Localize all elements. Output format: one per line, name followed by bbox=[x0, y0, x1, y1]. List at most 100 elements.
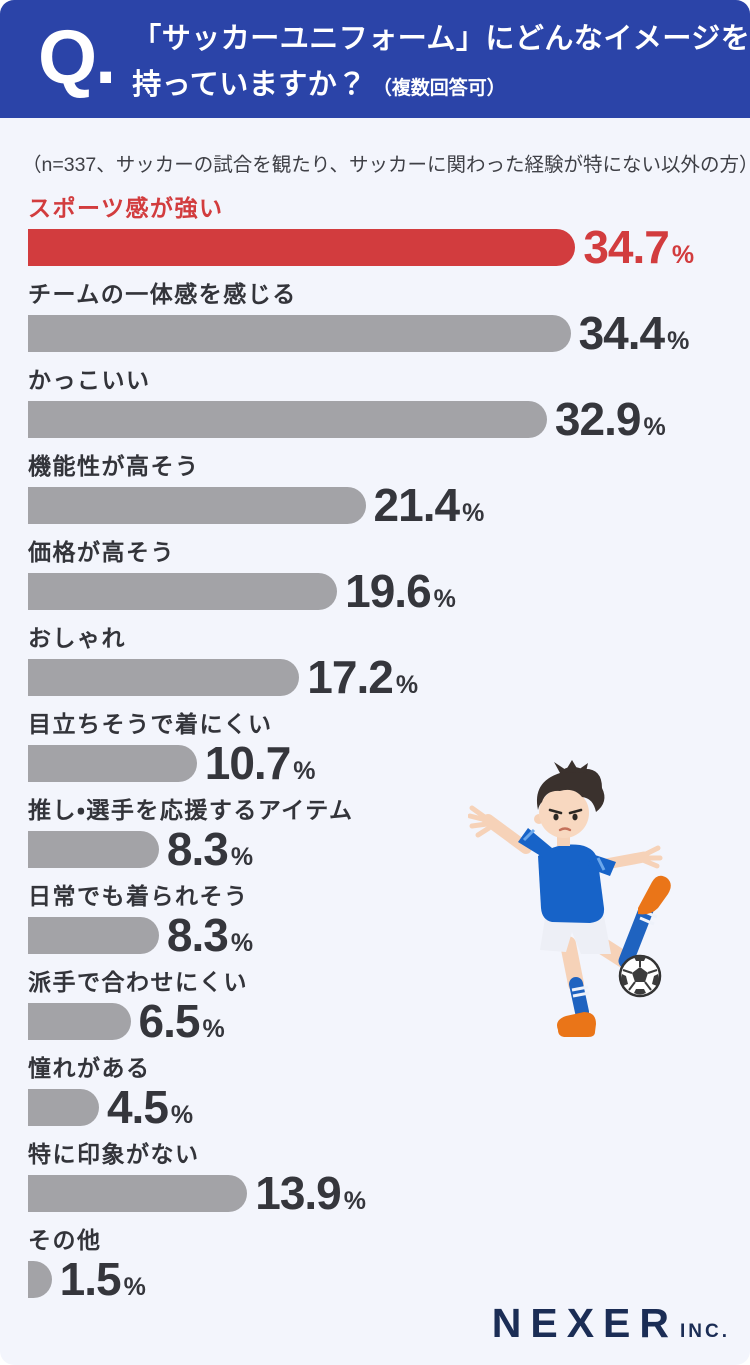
bar-label: 機能性が高そう bbox=[28, 453, 200, 479]
percent-sign: % bbox=[395, 671, 419, 699]
chart-row: 派手で合わせにくい 6.5 % bbox=[28, 967, 722, 1044]
chart-row: 日常でも着られそう 8.3 % bbox=[28, 881, 722, 958]
bar-line: 6.5 % bbox=[28, 998, 722, 1044]
bar-line: 10.7 % bbox=[28, 740, 722, 786]
bar-line: 34.7 % bbox=[28, 224, 722, 270]
chart-row: 憧れがある 4.5 % bbox=[28, 1053, 722, 1130]
question-header: Q. 「サッカーユニフォーム」にどんなイメージを 持っていますか？ （複数回答可… bbox=[0, 0, 750, 118]
bar bbox=[28, 658, 300, 696]
chart-row: 目立ちそうで着にくい 10.7 % bbox=[28, 709, 722, 786]
soccer-ball-icon bbox=[618, 954, 662, 998]
q-mark: Q. bbox=[38, 15, 116, 100]
chart-row: チームの一体感を感じる 34.4 % bbox=[28, 279, 722, 356]
bar-value: 8.3 bbox=[166, 823, 229, 875]
bar-value: 32.9 bbox=[554, 393, 642, 445]
bar-value-group: 8.3 % bbox=[167, 826, 253, 872]
percent-sign: % bbox=[293, 757, 316, 785]
chart-row: 特に印象がない 13.9 % bbox=[28, 1139, 722, 1216]
percent-sign: % bbox=[230, 929, 254, 957]
bar-label: 推し・選手を応援するアイテム bbox=[28, 797, 354, 823]
multiple-answer-note: （複数回答可） bbox=[372, 78, 506, 99]
bar-line: 8.3 % bbox=[28, 826, 722, 872]
chart-row: おしゃれ 17.2 % bbox=[28, 623, 722, 700]
bar-value-group: 32.9 % bbox=[555, 396, 666, 442]
bar bbox=[28, 830, 159, 868]
bar-value: 1.5 bbox=[59, 1253, 122, 1305]
chart-row: 価格が高そう 19.6 % bbox=[28, 537, 722, 614]
bar-value-group: 10.7 % bbox=[205, 740, 316, 786]
bar-value: 34.4 bbox=[578, 307, 666, 359]
percent-sign: % bbox=[671, 241, 695, 269]
bar-value-group: 6.5 % bbox=[139, 998, 225, 1044]
percent-sign: % bbox=[462, 499, 485, 527]
question-line2-main: 持っていますか？ bbox=[132, 69, 367, 101]
bar-label: 価格が高そう bbox=[28, 539, 175, 565]
chart-row: かっこいい 32.9 % bbox=[28, 365, 722, 442]
bar-label: 憧れがある bbox=[28, 1055, 151, 1081]
bar-label: 日常でも着られそう bbox=[28, 883, 249, 909]
bar-value: 34.7 bbox=[583, 221, 670, 273]
chart-row: 推し・選手を応援するアイテム 8.3 % bbox=[28, 795, 722, 872]
bar-value-group: 8.3 % bbox=[167, 912, 253, 958]
brand-suffix: INC. bbox=[680, 1321, 730, 1342]
bar-value-group: 17.2 % bbox=[307, 654, 418, 700]
percent-sign: % bbox=[123, 1273, 146, 1301]
percent-sign: % bbox=[230, 843, 254, 871]
percent-sign: % bbox=[643, 413, 666, 441]
bar-label: 派手で合わせにくい bbox=[28, 969, 249, 995]
bar-label: おしゃれ bbox=[28, 625, 126, 651]
bar bbox=[28, 1174, 248, 1212]
bar bbox=[28, 486, 366, 524]
percent-sign: % bbox=[202, 1015, 225, 1043]
chart-rows: スポーツ感が強い 34.7 % チームの一体感を感じる 34.4 % かっこいい bbox=[0, 177, 750, 1302]
percent-sign: % bbox=[667, 327, 690, 355]
bar bbox=[28, 228, 576, 266]
bar-value: 6.5 bbox=[138, 995, 201, 1047]
bar-value-group: 34.7 % bbox=[583, 224, 694, 270]
chart-row: 機能性が高そう 21.4 % bbox=[28, 451, 722, 528]
bar-value-group: 34.4 % bbox=[579, 310, 690, 356]
percent-sign: % bbox=[170, 1101, 194, 1129]
bar-line: 13.9 % bbox=[28, 1170, 722, 1216]
bar bbox=[28, 1260, 52, 1298]
bar-label: チームの一体感を感じる bbox=[28, 281, 297, 307]
brand-name: NEXER bbox=[491, 1300, 678, 1346]
chart-row: その他 1.5 % bbox=[28, 1225, 722, 1302]
bar-value: 10.7 bbox=[204, 737, 292, 789]
bar-value: 13.9 bbox=[255, 1167, 342, 1219]
bar-value: 8.3 bbox=[166, 909, 229, 961]
bar-label: 特に印象がない bbox=[28, 1141, 200, 1167]
bar-line: 32.9 % bbox=[28, 396, 722, 442]
bar-line: 8.3 % bbox=[28, 912, 722, 958]
bar bbox=[28, 1088, 99, 1126]
bar bbox=[28, 1002, 131, 1040]
soccer-player-illustration bbox=[468, 760, 671, 1037]
bar-line: 19.6 % bbox=[28, 568, 722, 614]
question-line1: 「サッカーユニフォーム」にどんなイメージを bbox=[132, 23, 750, 55]
question-text: 「サッカーユニフォーム」にどんなイメージを 持っていますか？ （複数回答可） bbox=[132, 9, 750, 103]
bar bbox=[28, 314, 571, 352]
bar-value-group: 21.4 % bbox=[374, 482, 485, 528]
bar-line: 34.4 % bbox=[28, 310, 722, 356]
brand-logo: NEXER INC. bbox=[492, 1300, 730, 1347]
bar-line: 17.2 % bbox=[28, 654, 722, 700]
percent-sign: % bbox=[433, 585, 456, 613]
bar-label: 目立ちそうで着にくい bbox=[28, 711, 273, 737]
chart-row: スポーツ感が強い 34.7 % bbox=[28, 193, 722, 270]
bar-label: スポーツ感が強い bbox=[28, 195, 224, 221]
bar-label: かっこいい bbox=[28, 367, 151, 393]
bar bbox=[28, 916, 159, 954]
bar-value: 19.6 bbox=[345, 565, 432, 617]
bar-value-group: 1.5 % bbox=[60, 1256, 146, 1302]
bar-label: その他 bbox=[28, 1227, 102, 1253]
bar-line: 1.5 % bbox=[28, 1256, 722, 1302]
bar-value-group: 4.5 % bbox=[107, 1084, 193, 1130]
bar bbox=[28, 572, 338, 610]
bar bbox=[28, 744, 197, 782]
bar-value: 17.2 bbox=[307, 651, 394, 703]
bar bbox=[28, 400, 547, 438]
bar-value: 4.5 bbox=[106, 1081, 169, 1133]
bar-value-group: 19.6 % bbox=[345, 568, 456, 614]
bar-line: 4.5 % bbox=[28, 1084, 722, 1130]
